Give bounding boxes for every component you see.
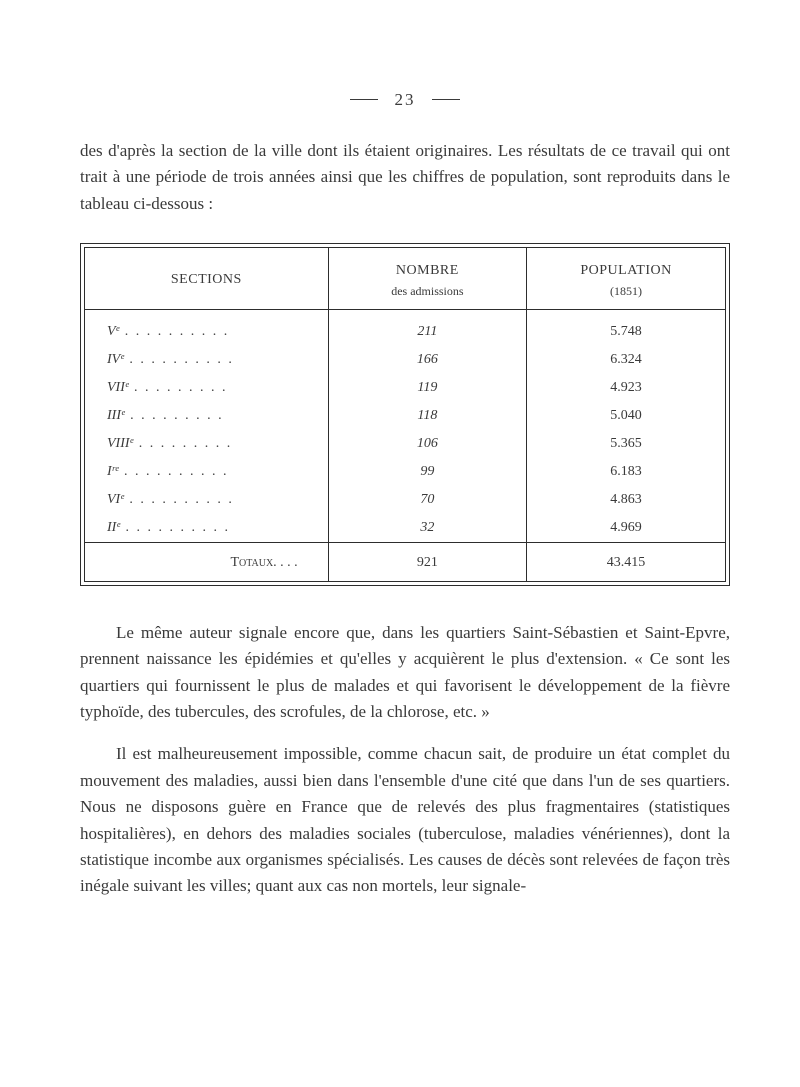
table-body: Vᵉ . . . . . . . . . .2115.748IVᵉ . . . …: [85, 310, 725, 582]
section-cell: VIIIᵉ . . . . . . . . .: [85, 430, 328, 458]
population-cell: 4.969: [527, 514, 725, 543]
page-number-value: 23: [395, 90, 416, 109]
section-label: VIIᵉ: [107, 380, 129, 395]
totaux-nombre-cell: 921: [328, 543, 526, 582]
section-cell: Vᵉ . . . . . . . . . .: [85, 310, 328, 347]
population-cell: 6.324: [527, 346, 725, 374]
header-nombre-label: NOMBRE: [396, 263, 459, 278]
totaux-row: Totaux. . . .92143.415: [85, 543, 725, 582]
totaux-population-cell: 43.415: [527, 543, 725, 582]
header-population-label: POPULATION: [580, 263, 671, 278]
section-label: VIIIᵉ: [107, 436, 133, 451]
leader-dots: . . . . . . . . .: [129, 380, 228, 395]
population-cell: 6.183: [527, 458, 725, 486]
nombre-cell: 32: [328, 514, 526, 543]
leader-dots: . . . . . . . . . .: [124, 352, 234, 367]
nombre-cell: 118: [328, 402, 526, 430]
table-header-row: SECTIONS NOMBRE des admissions POPULATIO…: [85, 248, 725, 310]
dash-right: [432, 99, 460, 100]
header-sections-label: SECTIONS: [171, 272, 242, 287]
table-row: VIᵉ . . . . . . . . . .704.863: [85, 486, 725, 514]
leader-dots: . . . . . . . . . .: [119, 324, 229, 339]
header-sections: SECTIONS: [85, 248, 328, 310]
header-nombre-sub: des admissions: [339, 283, 516, 299]
section-label: IIᵉ: [107, 520, 120, 535]
page-number: 23: [80, 90, 730, 110]
table-row: Iʳᵉ . . . . . . . . . .996.183: [85, 458, 725, 486]
header-population-sub: (1851): [537, 283, 715, 299]
nombre-cell: 70: [328, 486, 526, 514]
section-cell: IIIᵉ . . . . . . . . .: [85, 402, 328, 430]
population-cell: 5.365: [527, 430, 725, 458]
data-table-wrapper: SECTIONS NOMBRE des admissions POPULATIO…: [80, 243, 730, 586]
mid-paragraph: Le même auteur signale encore que, dans …: [80, 620, 730, 725]
table-row: Vᵉ . . . . . . . . . .2115.748: [85, 310, 725, 347]
intro-paragraph: des d'après la section de la ville dont …: [80, 138, 730, 217]
section-cell: Iʳᵉ . . . . . . . . . .: [85, 458, 328, 486]
nombre-cell: 106: [328, 430, 526, 458]
end-paragraph: Il est malheureusement impossible, comme…: [80, 741, 730, 899]
nombre-cell: 166: [328, 346, 526, 374]
leader-dots: . . . . . . . . . .: [118, 464, 228, 479]
section-label: IIIᵉ: [107, 408, 125, 423]
admissions-table: SECTIONS NOMBRE des admissions POPULATIO…: [85, 248, 725, 581]
section-label: Vᵉ: [107, 324, 119, 339]
section-label: IVᵉ: [107, 352, 124, 367]
section-label: Iʳᵉ: [107, 464, 118, 479]
dash-left: [350, 99, 378, 100]
totaux-label-cell: Totaux. . . .: [85, 543, 328, 582]
leader-dots: . . . . . . . . . .: [124, 492, 234, 507]
header-population: POPULATION (1851): [527, 248, 725, 310]
section-cell: IIᵉ . . . . . . . . . .: [85, 514, 328, 543]
section-cell: VIIᵉ . . . . . . . . .: [85, 374, 328, 402]
leader-dots: . . . . . . . . .: [125, 408, 224, 423]
table-row: VIIIᵉ . . . . . . . . .1065.365: [85, 430, 725, 458]
population-cell: 4.863: [527, 486, 725, 514]
header-nombre: NOMBRE des admissions: [328, 248, 526, 310]
table-row: IVᵉ . . . . . . . . . .1666.324: [85, 346, 725, 374]
population-cell: 5.748: [527, 310, 725, 347]
leader-dots: . . . . . . . . . .: [120, 520, 230, 535]
document-page: 23 des d'après la section de la ville do…: [0, 0, 800, 1087]
table-row: VIIᵉ . . . . . . . . .1194.923: [85, 374, 725, 402]
nombre-cell: 119: [328, 374, 526, 402]
section-label: VIᵉ: [107, 492, 124, 507]
population-cell: 5.040: [527, 402, 725, 430]
table-outer-frame: SECTIONS NOMBRE des admissions POPULATIO…: [80, 243, 730, 586]
leader-dots: . . . . . . . . .: [133, 436, 232, 451]
population-cell: 4.923: [527, 374, 725, 402]
nombre-cell: 99: [328, 458, 526, 486]
table-inner-frame: SECTIONS NOMBRE des admissions POPULATIO…: [84, 247, 726, 582]
section-cell: IVᵉ . . . . . . . . . .: [85, 346, 328, 374]
table-row: IIIᵉ . . . . . . . . .1185.040: [85, 402, 725, 430]
table-row: IIᵉ . . . . . . . . . .324.969: [85, 514, 725, 543]
section-cell: VIᵉ . . . . . . . . . .: [85, 486, 328, 514]
nombre-cell: 211: [328, 310, 526, 347]
